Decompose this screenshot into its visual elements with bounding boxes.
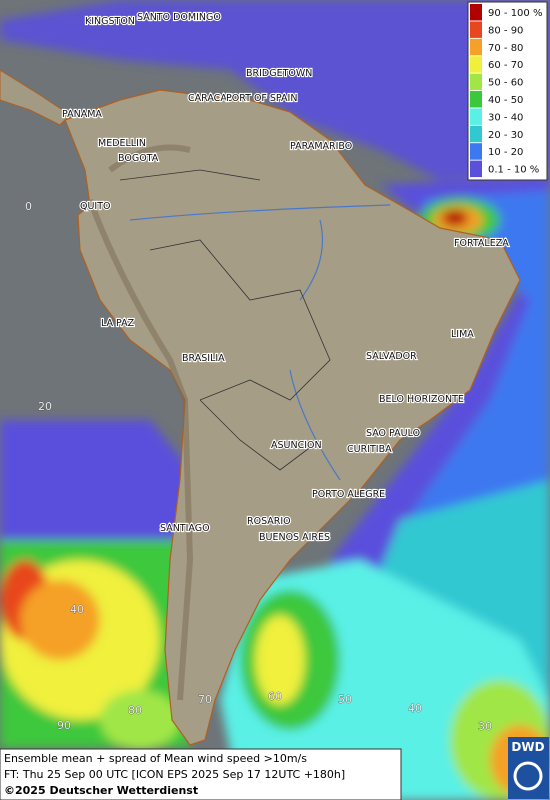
legend-label: 90 - 100 % [488, 8, 542, 19]
city-label: BRASILIA [182, 353, 225, 364]
city-label: ROSARIO [247, 516, 291, 527]
grid-label: 20 [38, 400, 52, 413]
city-label: BRIDGETOWN [246, 68, 312, 79]
city-label: CARACAS [188, 93, 233, 104]
grid-label: 30 [478, 720, 492, 733]
city-label: BUENOS AIRES [259, 532, 330, 543]
legend-label: 30 - 40 [488, 112, 523, 123]
city-label: LA PAZ [101, 318, 135, 329]
legend-label: 50 - 60 [488, 78, 523, 89]
city-label: BELO HORIZONTE [379, 394, 464, 405]
legend-swatch [470, 21, 482, 38]
legend-label: 80 - 90 [488, 25, 523, 36]
city-label: PANAMA [62, 109, 102, 120]
grid-label: 0 [25, 200, 32, 213]
legend-label: 20 - 30 [488, 130, 523, 141]
footer-box [0, 748, 402, 800]
legend-label: 10 - 20 [488, 147, 523, 158]
city-label: PORT OF SPAIN [226, 93, 297, 104]
legend-swatch [470, 125, 482, 143]
footer-line: FT: Thu 25 Sep 00 UTC [ICON EPS 2025 Sep… [4, 768, 345, 781]
city-label: CURITIBA [347, 444, 392, 455]
city-label: FORTALEZA [454, 238, 509, 249]
copyright: ©2025 Deutscher Wetterdienst [4, 784, 198, 797]
city-label: MEDELLIN [98, 138, 146, 149]
continent [64, 89, 521, 746]
city-label: SANTO DOMINGO [137, 12, 221, 23]
city-label: SALVADOR [366, 351, 417, 362]
city-labels: KINGSTON SANTO DOMINGOBRIDGETOWNCARACASPO… [61, 11, 510, 544]
grid-label: 60 [268, 690, 282, 703]
legend: 90 - 100 % 80 - 90 70 - 80 60 - 70 50 - 60 40… [467, 1, 548, 181]
logo: DWD [511, 740, 544, 754]
legend-label: 0.1 - 10 % [488, 165, 539, 176]
grid-label: 80 [128, 704, 142, 717]
grid-label: 70 [198, 693, 212, 706]
grid-label: 40 [408, 702, 422, 715]
logo-icon [513, 761, 543, 791]
city-label: SANTIAGO [160, 523, 210, 534]
central-america [0, 69, 71, 126]
city-label: ASUNCION [271, 440, 322, 451]
legend-swatch [470, 91, 482, 108]
legend-swatch [470, 56, 482, 73]
grid-label: 40 [70, 603, 84, 616]
legend-label: 40 - 50 [488, 95, 523, 106]
andes [87, 144, 194, 701]
grid-labels: 0 20 40 90 80 70 60 50 40 30 [25, 200, 493, 734]
city-label: KINGSTON [85, 16, 135, 27]
city-label: SAO PAULO [366, 428, 420, 439]
legend-swatch [470, 160, 482, 178]
grid-label: 50 [338, 693, 352, 706]
city-label: QUITO [80, 201, 111, 212]
city-label: BOGOTA [118, 153, 159, 164]
legend-swatch [470, 4, 482, 21]
rivers [129, 204, 391, 481]
grid-label: 90 [57, 719, 71, 732]
city-label: LIMA [451, 329, 474, 340]
legend-label: 70 - 80 [488, 43, 523, 54]
legend-swatch [470, 38, 482, 56]
legend-swatch [470, 108, 482, 125]
legend-swatch [470, 73, 482, 91]
legend-swatch [470, 143, 482, 160]
borders [119, 169, 331, 471]
legend-label: 60 - 70 [488, 60, 523, 71]
city-label: PARAMARIBO [290, 141, 352, 152]
footer-line: Ensemble mean + spread of Mean wind spee… [4, 752, 307, 765]
city-label: PORTO ALEGRE [312, 489, 385, 500]
